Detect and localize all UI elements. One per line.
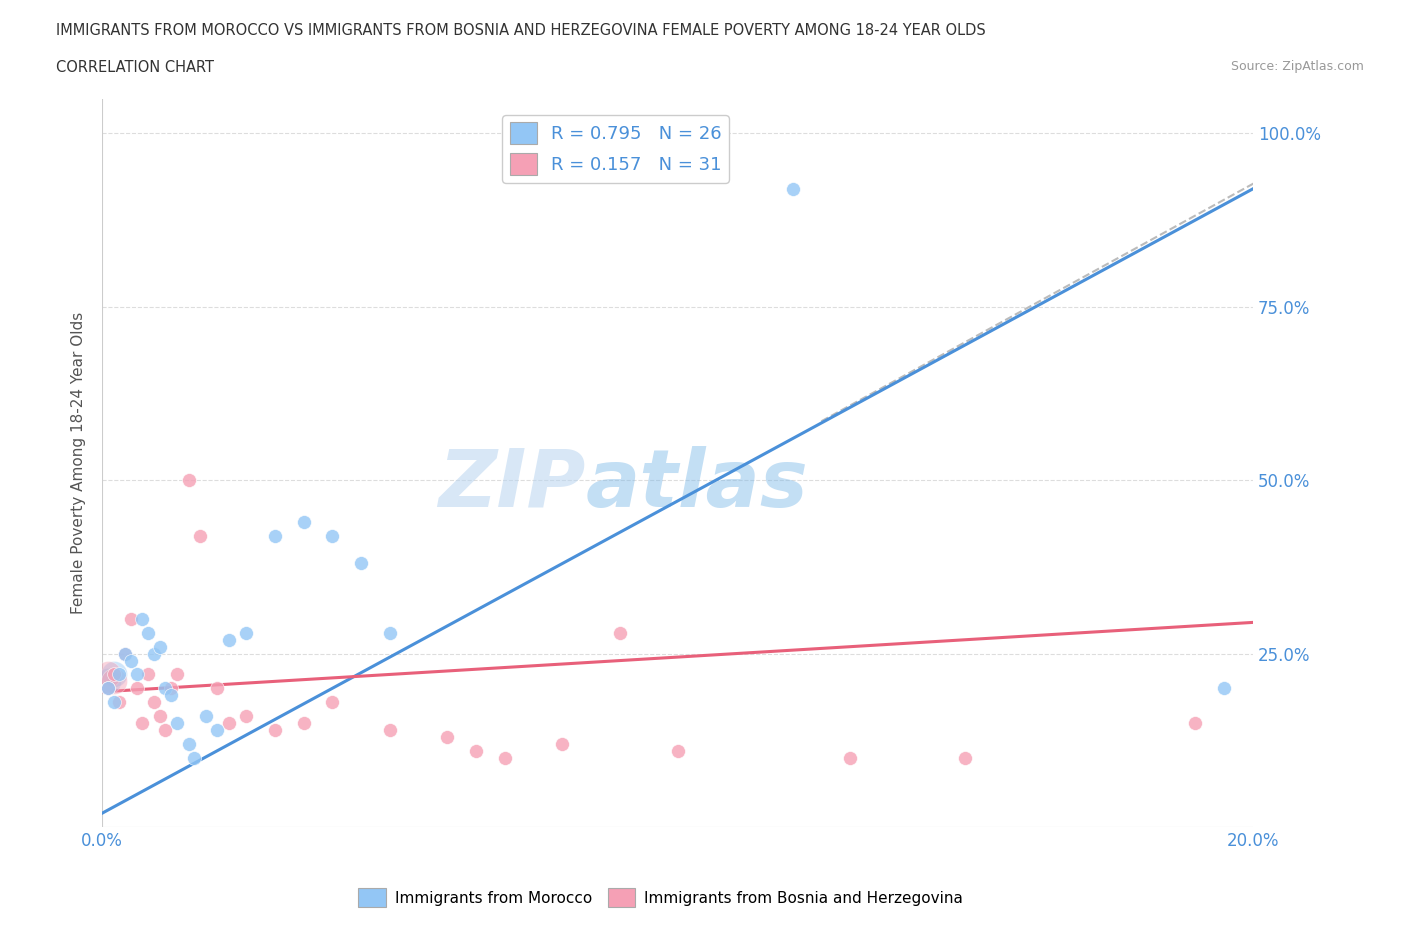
Point xyxy=(125,667,148,682)
Point xyxy=(160,681,183,696)
Point xyxy=(177,737,200,751)
Text: ZIP: ZIP xyxy=(439,445,585,524)
Point xyxy=(103,695,125,710)
Point xyxy=(97,681,120,696)
Point xyxy=(149,709,172,724)
Point xyxy=(609,625,631,640)
Point xyxy=(160,688,183,703)
Point xyxy=(218,632,240,647)
Legend: R = 0.795   N = 26, R = 0.157   N = 31: R = 0.795 N = 26, R = 0.157 N = 31 xyxy=(502,115,730,182)
Point xyxy=(378,625,401,640)
Point xyxy=(321,528,343,543)
Point xyxy=(155,681,177,696)
Point xyxy=(177,472,200,487)
Point xyxy=(235,625,257,640)
Point xyxy=(103,667,125,682)
Point xyxy=(263,723,285,737)
Point xyxy=(292,715,315,730)
Point xyxy=(218,715,240,730)
Point xyxy=(953,751,976,765)
Point xyxy=(1213,681,1236,696)
Point xyxy=(263,528,285,543)
Point xyxy=(321,695,343,710)
Legend: Immigrants from Morocco, Immigrants from Bosnia and Herzegovina: Immigrants from Morocco, Immigrants from… xyxy=(353,883,969,913)
Point xyxy=(143,695,166,710)
Point xyxy=(136,667,159,682)
Point xyxy=(235,709,257,724)
Point xyxy=(108,667,131,682)
Point xyxy=(350,556,373,571)
Point xyxy=(108,695,131,710)
Point xyxy=(166,715,188,730)
Point xyxy=(183,751,205,765)
Text: IMMIGRANTS FROM MOROCCO VS IMMIGRANTS FROM BOSNIA AND HERZEGOVINA FEMALE POVERTY: IMMIGRANTS FROM MOROCCO VS IMMIGRANTS FR… xyxy=(56,23,986,38)
Point xyxy=(97,681,120,696)
Point xyxy=(194,709,217,724)
Point xyxy=(149,639,172,654)
Point xyxy=(125,681,148,696)
Point xyxy=(131,612,153,627)
Point xyxy=(207,681,229,696)
Point xyxy=(97,667,120,682)
Text: CORRELATION CHART: CORRELATION CHART xyxy=(56,60,214,75)
Point xyxy=(436,729,458,744)
Point xyxy=(97,674,120,689)
Point xyxy=(666,743,689,758)
Point xyxy=(114,646,136,661)
Point xyxy=(143,646,166,661)
Point xyxy=(292,514,315,529)
Point xyxy=(378,723,401,737)
Point xyxy=(839,751,862,765)
Point xyxy=(782,181,804,196)
Point xyxy=(120,653,142,668)
Point xyxy=(131,715,153,730)
Point xyxy=(155,723,177,737)
Point xyxy=(103,674,125,689)
Point xyxy=(207,723,229,737)
Point xyxy=(1184,715,1206,730)
Point xyxy=(120,612,142,627)
Text: atlas: atlas xyxy=(585,445,808,524)
Point xyxy=(103,667,125,682)
Point xyxy=(114,646,136,661)
Point xyxy=(188,528,211,543)
Point xyxy=(166,667,188,682)
Point xyxy=(551,737,574,751)
Text: Source: ZipAtlas.com: Source: ZipAtlas.com xyxy=(1230,60,1364,73)
Point xyxy=(465,743,488,758)
Y-axis label: Female Poverty Among 18-24 Year Olds: Female Poverty Among 18-24 Year Olds xyxy=(72,312,86,614)
Point xyxy=(136,625,159,640)
Point xyxy=(494,751,516,765)
